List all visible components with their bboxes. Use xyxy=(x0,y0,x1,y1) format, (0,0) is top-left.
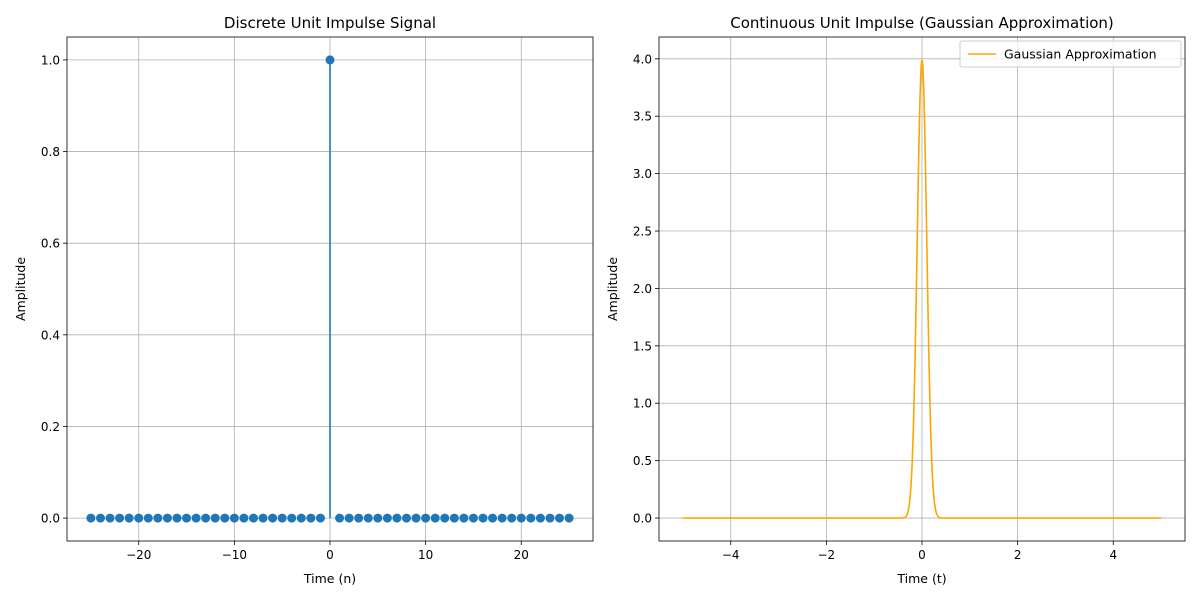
x-tick-label: −10 xyxy=(222,548,247,562)
grid-lines xyxy=(659,37,1185,541)
stem-marker xyxy=(325,55,335,65)
stem-marker xyxy=(258,513,268,523)
stem-marker xyxy=(421,513,431,523)
stem-marker xyxy=(354,513,364,523)
stem-marker xyxy=(555,513,565,523)
stem-marker xyxy=(277,513,287,523)
stem-marker xyxy=(229,513,239,523)
stem-marker xyxy=(411,513,421,523)
x-axis-label: Time (t) xyxy=(896,571,946,586)
y-tick-label: 4.0 xyxy=(633,52,652,66)
stem-marker xyxy=(182,513,192,523)
stem-marker xyxy=(143,513,153,523)
y-tick-label: 1.5 xyxy=(633,339,652,353)
chart-title: Discrete Unit Impulse Signal xyxy=(224,14,436,32)
stem-marker xyxy=(564,513,574,523)
plot-area xyxy=(682,59,1162,519)
x-axis-label: Time (n) xyxy=(303,571,356,586)
stem-marker xyxy=(105,513,115,523)
x-tick-label: 20 xyxy=(514,548,529,562)
stem-marker xyxy=(478,513,488,523)
stem-marker xyxy=(344,513,354,523)
y-axis-label: Amplitude xyxy=(605,257,620,321)
stem-marker xyxy=(315,513,325,523)
x-tick-label: 2 xyxy=(1014,548,1022,562)
stem-marker xyxy=(382,513,392,523)
y-axis-label: Amplitude xyxy=(13,257,28,321)
legend: Gaussian Approximation xyxy=(959,40,1182,68)
y-tick-label: 0.5 xyxy=(633,454,652,468)
stem-marker xyxy=(153,513,163,523)
stem-marker xyxy=(430,513,440,523)
stem-marker xyxy=(124,513,134,523)
x-tick-label: 4 xyxy=(1109,548,1117,562)
stem-marker xyxy=(449,513,459,523)
series-line-gaussian-approximation xyxy=(682,59,1162,519)
x-tick-label: 10 xyxy=(418,548,433,562)
stem-marker xyxy=(335,513,345,523)
stem-marker xyxy=(268,513,278,523)
x-tick-label: −4 xyxy=(722,548,740,562)
stem-marker xyxy=(363,513,373,523)
stem-marker xyxy=(95,513,105,523)
legend-entry: Gaussian Approximation xyxy=(1004,47,1157,62)
stem-marker xyxy=(526,513,536,523)
x-tick-label: −20 xyxy=(126,548,151,562)
stem-marker xyxy=(507,513,517,523)
y-tick-label: 0.8 xyxy=(41,145,60,159)
stem-marker xyxy=(115,513,125,523)
stem-marker xyxy=(306,513,316,523)
stem-marker xyxy=(459,513,469,523)
y-tick-label: 0.2 xyxy=(41,420,60,434)
stem-marker xyxy=(392,513,402,523)
x-tick-label: 0 xyxy=(918,548,926,562)
stem-marker xyxy=(373,513,383,523)
y-tick-label: 1.0 xyxy=(633,397,652,411)
stem-marker xyxy=(497,513,507,523)
stem-marker xyxy=(201,513,211,523)
stem-marker xyxy=(239,513,249,523)
stem-marker xyxy=(402,513,412,523)
y-tick-label: 2.0 xyxy=(633,282,652,296)
stem-marker xyxy=(191,513,201,523)
x-axis-ticks: −20 −10 0 10 20 xyxy=(126,541,529,562)
y-tick-label: 0.6 xyxy=(41,237,60,251)
y-tick-label: 0.0 xyxy=(41,512,60,526)
stem-marker xyxy=(134,513,144,523)
stem-marker xyxy=(287,513,297,523)
stem-marker xyxy=(86,513,96,523)
stem-marker xyxy=(535,513,545,523)
legend-box xyxy=(959,40,1182,68)
stem-marker xyxy=(516,513,526,523)
y-tick-label: 0.4 xyxy=(41,328,60,342)
stem-marker xyxy=(172,513,182,523)
y-tick-label: 3.5 xyxy=(633,110,652,124)
y-tick-label: 2.5 xyxy=(633,225,652,239)
chart-title: Continuous Unit Impulse (Gaussian Approx… xyxy=(730,14,1114,32)
stem-marker xyxy=(220,513,230,523)
gaussian-impulse-chart: −4 −2 0 2 4 0.0 0.5 1.0 1.5 2.0 2.5 3.0 3.5 4.0 Cont… xyxy=(605,14,1186,586)
y-tick-label: 1.0 xyxy=(41,53,60,67)
stem-marker xyxy=(248,513,258,523)
plot-area xyxy=(86,55,574,523)
y-axis-ticks: 0.0 0.2 0.4 0.6 0.8 1.0 xyxy=(41,53,67,526)
stem-marker xyxy=(545,513,555,523)
stem-marker xyxy=(440,513,450,523)
x-axis-ticks: −4 −2 0 2 4 xyxy=(722,541,1117,562)
stem-marker xyxy=(296,513,306,523)
stem-marker xyxy=(210,513,220,523)
discrete-impulse-chart: −20 −10 0 10 20 0.0 0.2 0.4 0.6 0.8 1.0 Discrete … xyxy=(13,14,594,586)
y-axis-ticks: 0.0 0.5 1.0 1.5 2.0 2.5 3.0 3.5 4.0 xyxy=(633,52,659,526)
stem-marker xyxy=(468,513,478,523)
y-tick-label: 0.0 xyxy=(633,512,652,526)
x-tick-label: −2 xyxy=(818,548,836,562)
stem-marker xyxy=(162,513,172,523)
x-tick-label: 0 xyxy=(326,548,334,562)
stem-marker xyxy=(488,513,498,523)
y-tick-label: 3.0 xyxy=(633,167,652,181)
